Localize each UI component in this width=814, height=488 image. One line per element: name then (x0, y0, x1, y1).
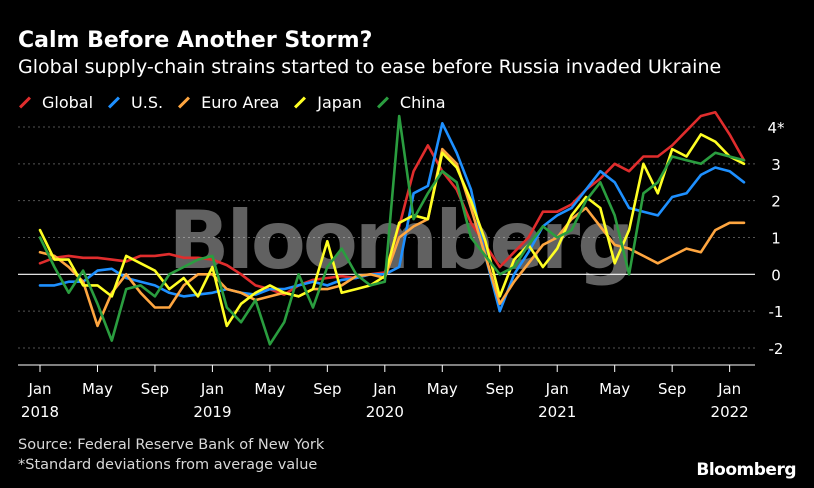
y-tick-label: 0 (771, 266, 781, 284)
bloomberg-watermark: Bloomberg (169, 194, 632, 287)
x-tick-label: May (254, 380, 285, 398)
series-line-euro-area (38, 147, 746, 328)
legend-item-japan: Japan (293, 93, 362, 112)
x-tick-year-label: 2018 (21, 403, 59, 421)
legend-label-global: Global (42, 93, 94, 112)
legend: Global U.S. Euro Area Japan China (18, 93, 446, 112)
x-tick-label: Sep (141, 380, 169, 398)
legend-label-us: U.S. (131, 93, 164, 112)
x-tick-label: May (82, 380, 113, 398)
series-line-china (38, 114, 746, 346)
legend-item-euro-area: Euro Area (177, 93, 279, 112)
legend-item-china: China (376, 93, 446, 112)
legend-label-euro-area: Euro Area (201, 93, 280, 112)
x-tick-label: Jan (545, 380, 569, 398)
x-tick-label: Jan (200, 380, 224, 398)
x-tick-label: Jan (27, 380, 51, 398)
chart-subtitle: Global supply-chain strains started to e… (18, 56, 722, 78)
x-tick-year-label: 2019 (193, 403, 231, 421)
series-line-japan (38, 133, 746, 328)
x-tick-label: Jan (372, 380, 396, 398)
x-tick-year-label: 2021 (538, 403, 576, 421)
source-note: Source: Federal Reserve Bank of New York (18, 437, 325, 453)
x-tick-label: Jan (717, 380, 741, 398)
chart-title: Calm Before Another Storm? (18, 28, 373, 53)
legend-label-japan: Japan (317, 93, 362, 112)
y-tick-label: 4* (767, 119, 785, 137)
x-tick-year-label: 2020 (366, 403, 404, 421)
legend-item-global: Global (18, 93, 93, 112)
series-line-u-s (38, 122, 746, 313)
y-tick-label: -2 (769, 340, 784, 358)
y-tick-label: 3 (771, 156, 781, 174)
x-tick-label: Sep (313, 380, 341, 398)
y-tick-label: 1 (771, 230, 781, 248)
bloomberg-logo: Bloomberg (696, 460, 796, 480)
y-tick-label: 2 (771, 193, 781, 211)
footnote: *Standard deviations from average value (18, 457, 318, 473)
legend-item-us: U.S. (107, 93, 163, 112)
x-tick-label: May (599, 380, 630, 398)
x-tick-label: Sep (658, 380, 686, 398)
x-tick-label: Sep (486, 380, 514, 398)
y-tick-label: -1 (769, 303, 784, 321)
x-tick-year-label: 2022 (711, 403, 749, 421)
x-tick-label: May (427, 380, 458, 398)
legend-label-china: China (399, 93, 446, 112)
